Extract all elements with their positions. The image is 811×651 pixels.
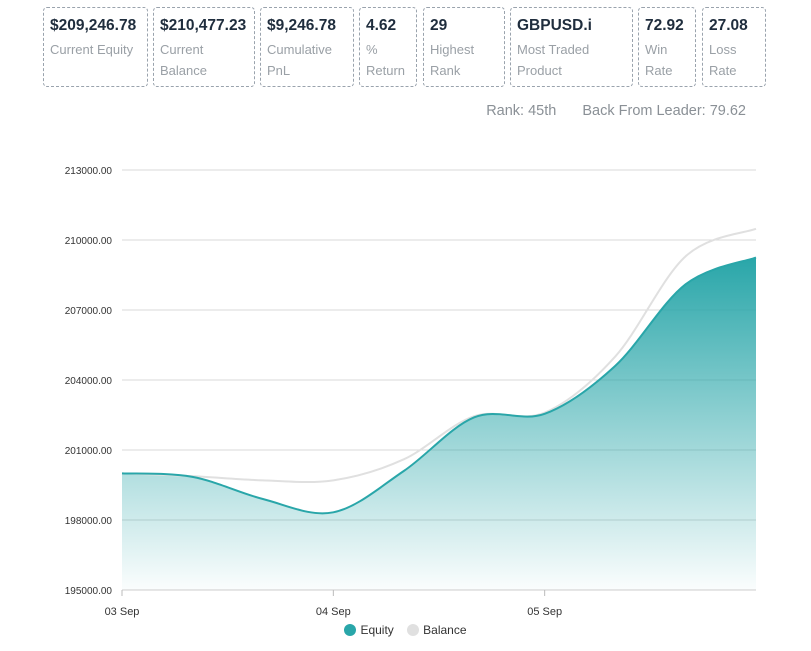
chart-legend: Equity Balance xyxy=(0,623,811,639)
stat-label: Most Traded Product xyxy=(517,42,590,78)
y-tick-label: 210000.00 xyxy=(65,236,113,247)
y-tick-label: 204000.00 xyxy=(65,376,113,387)
y-tick-label: 195000.00 xyxy=(65,586,113,597)
stat-label: Current Balance xyxy=(160,42,207,78)
equity-area xyxy=(122,257,756,590)
stat-card-return: 4.62 % Return xyxy=(359,7,417,87)
balance-line xyxy=(121,227,757,484)
stat-value: $209,246.78 xyxy=(50,17,137,34)
stat-card-win-rate: 72.92 Win Rate xyxy=(638,7,696,87)
stat-value: 27.08 xyxy=(709,17,748,34)
stat-card-most-traded-product: GBPUSD.i Most Traded Product xyxy=(510,7,633,87)
stat-value: 29 xyxy=(430,17,448,34)
stat-value: $210,477.23 xyxy=(160,17,247,34)
legend-label-balance: Balance xyxy=(423,623,467,637)
stat-label: Highest Rank xyxy=(430,42,475,78)
x-tick-label: 04 Sep xyxy=(316,606,351,618)
stat-value: $9,246.78 xyxy=(267,17,336,34)
y-tick-label: 198000.00 xyxy=(65,516,113,527)
stat-label: Loss Rate xyxy=(709,42,737,78)
y-tick-label: 207000.00 xyxy=(65,306,113,317)
stat-label: Current Equity xyxy=(50,42,134,57)
stat-card-current-equity: $209,246.78 Current Equity xyxy=(43,7,148,87)
stat-label: Cumulative PnL xyxy=(267,42,333,78)
legend-dot-balance xyxy=(407,624,420,636)
stat-card-current-balance: $210,477.23 Current Balance xyxy=(153,7,255,87)
x-tick-label: 03 Sep xyxy=(105,606,140,618)
y-tick-label: 201000.00 xyxy=(65,446,113,457)
stat-label: % Return xyxy=(366,42,406,78)
rank-text: Rank: 45th xyxy=(486,103,557,119)
legend-label-equity: Equity xyxy=(360,623,394,637)
back-from-leader-text: Back From Leader: 79.62 xyxy=(582,103,746,119)
y-tick-label: 213000.00 xyxy=(65,166,113,177)
stat-card-loss-rate: 27.08 Loss Rate xyxy=(702,7,766,87)
stat-card-cumulative-pnl: $9,246.78 Cumulative PnL xyxy=(260,7,354,87)
stat-value: 4.62 xyxy=(366,17,397,34)
equity-line xyxy=(121,256,757,515)
stat-label: Win Rate xyxy=(645,42,673,78)
rank-row: Rank: 45th Back From Leader: 79.62 xyxy=(0,103,746,119)
legend-dot-equity xyxy=(344,624,357,636)
stat-card-highest-rank: 29 Highest Rank xyxy=(423,7,505,87)
legend-item-equity[interactable]: Equity xyxy=(344,623,394,637)
stat-value: 72.92 xyxy=(645,17,684,34)
stat-value: GBPUSD.i xyxy=(517,17,592,34)
legend-item-balance[interactable]: Balance xyxy=(407,623,467,637)
x-tick-label: 05 Sep xyxy=(527,606,562,618)
